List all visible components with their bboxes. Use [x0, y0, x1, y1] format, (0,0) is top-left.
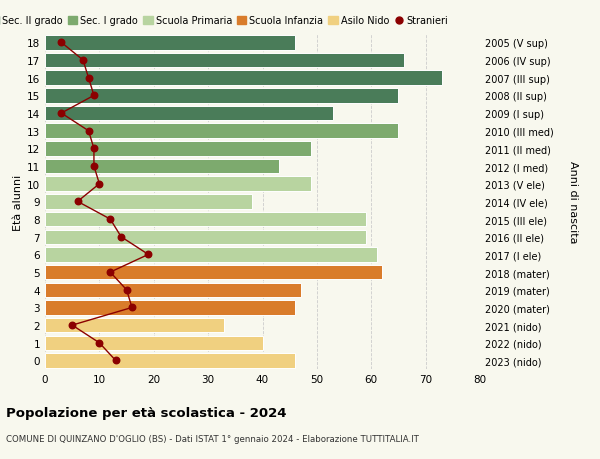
Point — [56, 110, 66, 118]
Bar — [45, 248, 377, 262]
Bar — [45, 71, 442, 86]
Point — [84, 75, 94, 82]
Bar — [45, 36, 295, 50]
Point — [95, 181, 104, 188]
Point — [67, 322, 77, 329]
Point — [116, 234, 126, 241]
Y-axis label: Anni di nascita: Anni di nascita — [568, 161, 577, 243]
Bar — [45, 177, 311, 191]
Point — [106, 269, 115, 276]
Bar — [45, 301, 295, 315]
Bar — [45, 124, 398, 139]
Bar — [45, 159, 279, 174]
Point — [122, 286, 131, 294]
Point — [127, 304, 137, 312]
Point — [84, 128, 94, 135]
Point — [89, 146, 99, 153]
Point — [89, 92, 99, 100]
Legend: Sec. II grado, Sec. I grado, Scuola Primaria, Scuola Infanzia, Asilo Nido, Stran: Sec. II grado, Sec. I grado, Scuola Prim… — [0, 16, 449, 26]
Bar — [45, 336, 263, 350]
Bar — [45, 195, 251, 209]
Point — [111, 357, 121, 364]
Point — [143, 251, 153, 258]
Point — [56, 39, 66, 47]
Text: COMUNE DI QUINZANO D'OGLIO (BS) - Dati ISTAT 1° gennaio 2024 - Elaborazione TUTT: COMUNE DI QUINZANO D'OGLIO (BS) - Dati I… — [6, 434, 419, 443]
Bar — [45, 89, 398, 103]
Bar — [45, 283, 301, 297]
Point — [78, 57, 88, 65]
Bar — [45, 54, 404, 68]
Bar — [45, 353, 295, 368]
Point — [89, 163, 99, 170]
Bar — [45, 213, 366, 227]
Point — [106, 216, 115, 223]
Bar — [45, 106, 333, 121]
Y-axis label: Età alunni: Età alunni — [13, 174, 23, 230]
Bar — [45, 265, 382, 280]
Bar — [45, 318, 224, 333]
Text: Popolazione per età scolastica - 2024: Popolazione per età scolastica - 2024 — [6, 406, 287, 419]
Bar — [45, 230, 366, 245]
Point — [95, 339, 104, 347]
Point — [73, 198, 82, 206]
Bar — [45, 142, 311, 156]
